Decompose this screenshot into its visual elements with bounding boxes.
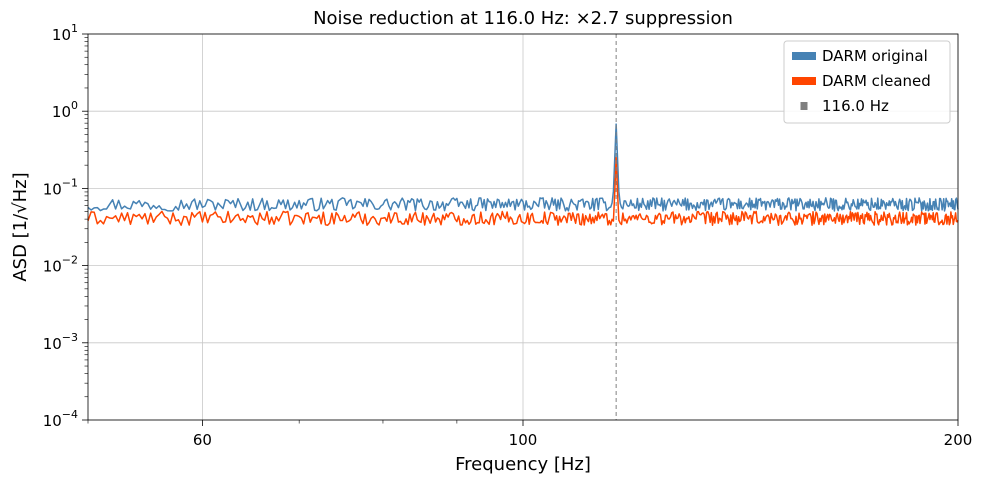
legend-swatch xyxy=(792,52,816,60)
y-tick-label: 101 xyxy=(52,22,78,44)
x-tick-label: 200 xyxy=(944,431,973,449)
legend: DARM original DARM cleaned 116.0 Hz xyxy=(783,40,951,124)
legend-label: 116.0 Hz xyxy=(822,97,889,115)
legend-box xyxy=(783,40,951,124)
x-tick-label: 100 xyxy=(509,431,538,449)
x-tick-label: 60 xyxy=(193,431,212,449)
series-line-cleaned xyxy=(87,156,959,226)
y-tick-label: 10−3 xyxy=(43,331,78,353)
x-axis-ticks: 60 100 200 xyxy=(87,420,973,449)
legend-label: DARM original xyxy=(822,47,928,65)
y-tick-label: 10−2 xyxy=(43,254,78,276)
chart-title: Noise reduction at 116.0 Hz: ×2.7 suppre… xyxy=(313,8,733,29)
legend-swatch xyxy=(792,77,816,85)
y-axis-ticks: 10−4 10−3 10−2 10−1 100 101 xyxy=(43,22,88,430)
y-axis-label: ASD [1/√Hz] xyxy=(10,172,31,281)
y-tick-label: 10−4 xyxy=(43,408,78,430)
x-axis-label: Frequency [Hz] xyxy=(455,454,591,475)
legend-swatch xyxy=(800,102,808,110)
y-tick-label: 10−1 xyxy=(43,176,78,198)
series-line-original xyxy=(87,123,959,212)
y-tick-label: 100 xyxy=(52,99,78,121)
legend-label: DARM cleaned xyxy=(822,72,931,90)
series-layer xyxy=(87,123,959,226)
